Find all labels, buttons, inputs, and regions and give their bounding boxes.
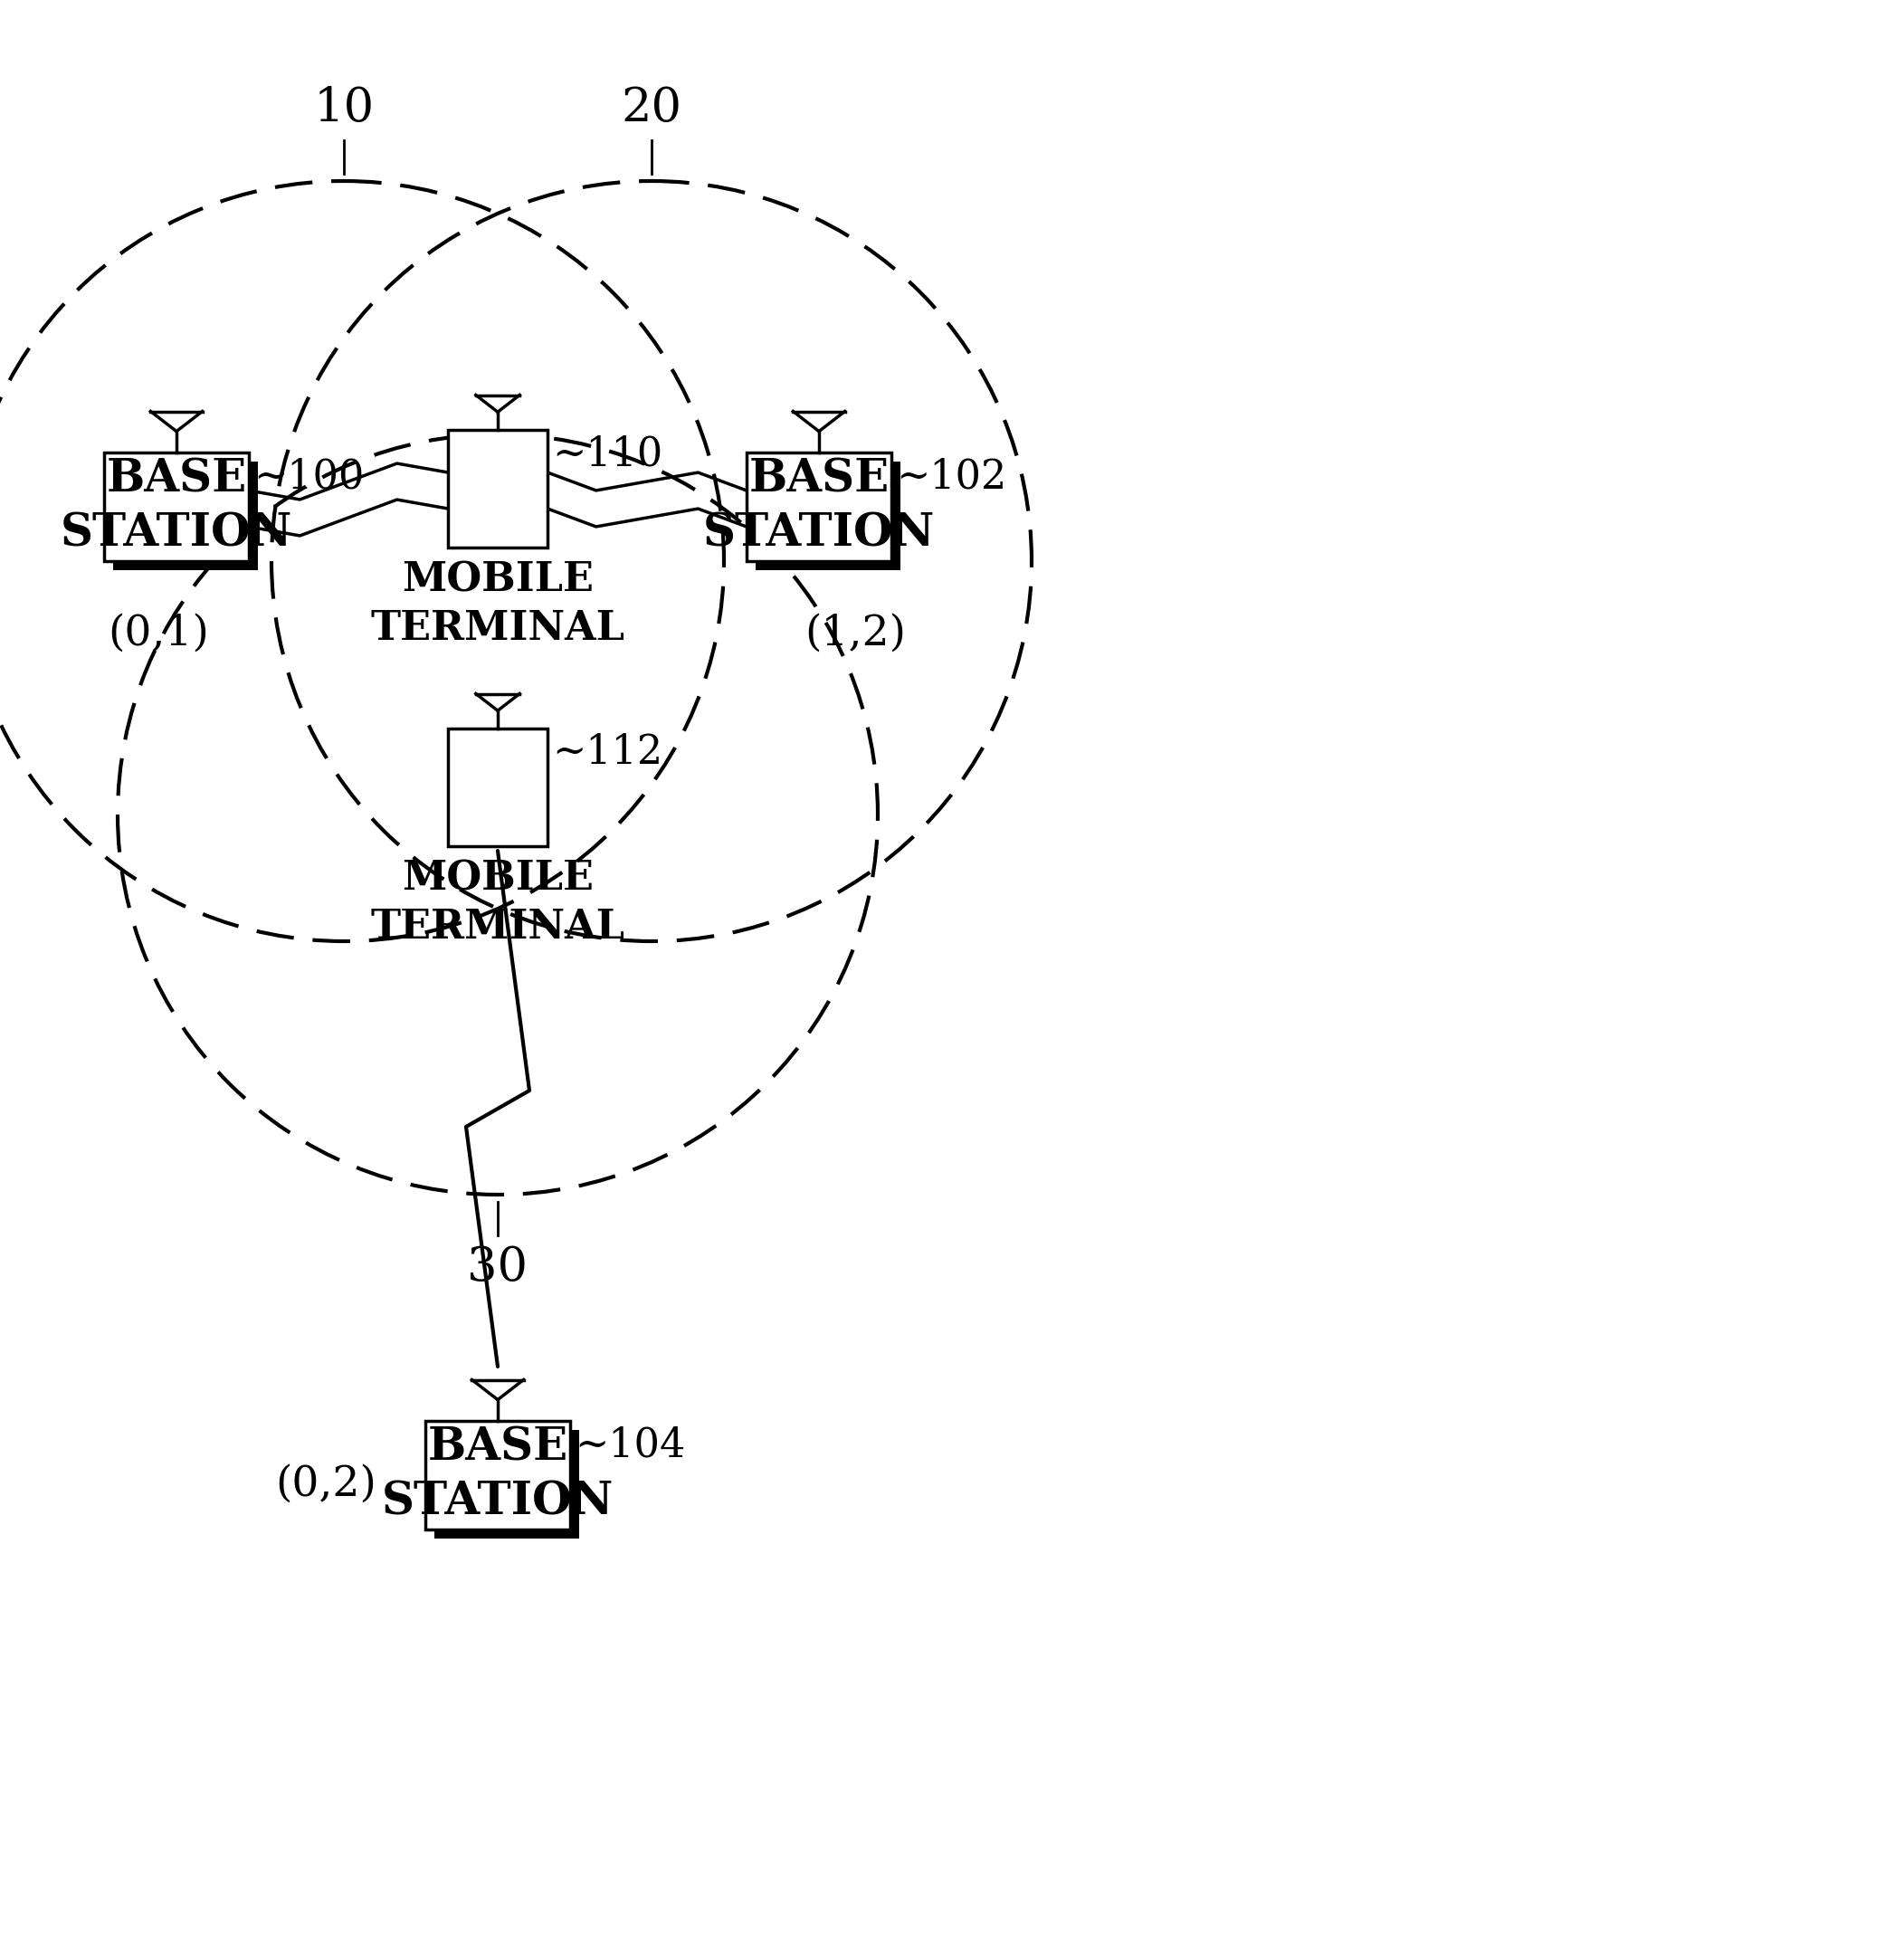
Text: 10: 10	[314, 86, 375, 132]
Bar	[105, 453, 249, 562]
Text: ~100: ~100	[253, 457, 364, 496]
Text: ~102: ~102	[897, 457, 1007, 496]
Text: BASE
STATION: BASE STATION	[381, 1425, 613, 1524]
Text: MOBILE
TERMINAL: MOBILE TERMINAL	[371, 562, 625, 647]
Text: MOBILE
TERMINAL: MOBILE TERMINAL	[371, 859, 625, 947]
Text: (0,1): (0,1)	[109, 612, 209, 653]
Text: 30: 30	[466, 1244, 527, 1291]
Bar	[746, 453, 891, 562]
Text: ~112: ~112	[552, 733, 663, 772]
Text: (1,2): (1,2)	[805, 612, 906, 653]
Bar	[112, 461, 257, 570]
Bar	[434, 1431, 579, 1538]
Bar	[425, 1421, 569, 1530]
Text: 20: 20	[621, 86, 682, 132]
Text: ~110: ~110	[552, 434, 663, 474]
Bar	[756, 461, 901, 570]
Text: BASE
STATION: BASE STATION	[703, 457, 935, 556]
Text: (0,2): (0,2)	[276, 1464, 377, 1505]
Bar	[447, 430, 548, 548]
Text: BASE
STATION: BASE STATION	[61, 457, 293, 556]
Text: ~104: ~104	[575, 1425, 685, 1464]
Bar	[447, 729, 548, 846]
